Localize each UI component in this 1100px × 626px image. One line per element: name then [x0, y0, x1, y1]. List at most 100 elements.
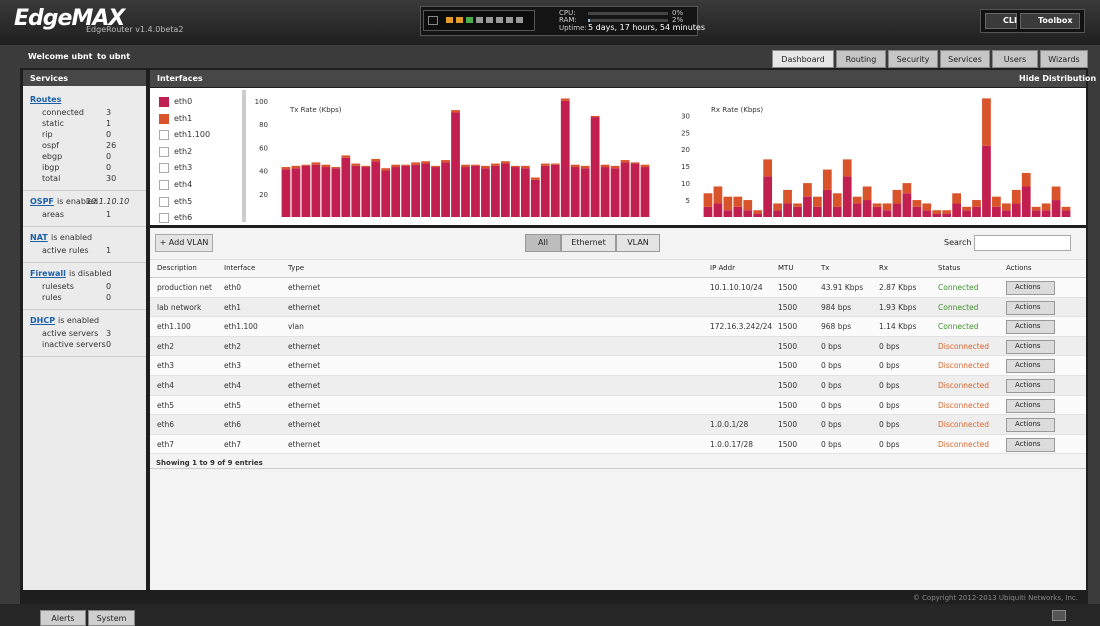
button[interactable]: Toolbox: [1020, 13, 1080, 29]
actions-button[interactable]: Actions: [1006, 398, 1055, 413]
cell: production net: [157, 283, 212, 292]
section-link[interactable]: Routes: [30, 95, 62, 104]
bar: [501, 161, 510, 164]
filter-button[interactable]: Ethernet: [561, 234, 616, 252]
bar: [912, 200, 922, 207]
bar: [311, 162, 321, 165]
bottom-toggle[interactable]: [1052, 610, 1066, 621]
nav-tab[interactable]: Dashboard: [772, 50, 834, 68]
actions-button[interactable]: Actions: [1006, 281, 1055, 295]
legend-swatch[interactable]: [159, 213, 169, 224]
cell: eth0: [224, 283, 242, 292]
bar: [892, 203, 902, 217]
bar: [471, 165, 480, 217]
bar: [530, 177, 540, 180]
bar: [982, 145, 991, 217]
actions-button[interactable]: Actions: [1006, 359, 1055, 374]
column-header[interactable]: IP Addr: [710, 264, 735, 272]
bar: [1021, 186, 1031, 217]
bar: [1031, 210, 1041, 217]
cell: ethernet: [288, 283, 321, 292]
add-vlan[interactable]: + Add VLAN: [155, 234, 213, 252]
separator: [23, 356, 146, 357]
nav-tab[interactable]: Wizards: [1040, 50, 1088, 68]
cell: 1500: [778, 283, 798, 292]
legend-swatch[interactable]: [159, 130, 169, 141]
bar: [922, 210, 932, 217]
actions-button[interactable]: Actions: [1006, 300, 1055, 315]
bar: [401, 165, 411, 217]
section-link[interactable]: DHCP: [30, 316, 56, 325]
filter-button[interactable]: All: [525, 234, 561, 252]
cell: Connected: [938, 283, 979, 292]
bar: [600, 164, 610, 168]
cell: 1500: [778, 439, 798, 449]
cell: lab network: [157, 302, 202, 312]
nav-tab[interactable]: Users: [992, 50, 1038, 68]
bar: [822, 169, 832, 190]
table-summary: Showing 1 to 9 of 9 entries: [156, 459, 263, 467]
search-input[interactable]: [974, 235, 1071, 251]
bar: [803, 196, 812, 217]
cell: eth5: [224, 400, 242, 410]
filter-button[interactable]: VLAN: [616, 234, 660, 252]
bar: [540, 165, 550, 217]
section-status: is disabled: [69, 269, 112, 278]
section-link[interactable]: Firewall: [30, 269, 66, 278]
y-tick-label: 5: [686, 197, 690, 205]
legend-swatch[interactable]: [159, 113, 169, 124]
bar: [862, 186, 872, 201]
actions-button[interactable]: Actions: [1006, 379, 1055, 393]
legend-swatch[interactable]: [159, 146, 169, 157]
bar: [550, 164, 560, 217]
section-link[interactable]: NAT: [30, 233, 48, 242]
cell: 0 bps: [879, 420, 900, 430]
column-header[interactable]: Status: [938, 264, 961, 272]
y-tick-label: 20: [681, 146, 690, 154]
stat-name: ibgp: [42, 163, 60, 172]
cell: 0 bps: [879, 361, 900, 371]
actions-button[interactable]: Actions: [1006, 320, 1055, 335]
interfaces-title[interactable]: Interfaces: [157, 74, 203, 83]
legend-swatch[interactable]: [159, 97, 169, 107]
bar: [832, 206, 842, 217]
bar: [590, 115, 600, 118]
section-link[interactable]: OSPF: [30, 197, 54, 206]
legend-swatch[interactable]: [159, 196, 169, 207]
nav-tab[interactable]: Services: [940, 50, 990, 68]
column-header[interactable]: Tx: [821, 264, 830, 272]
bar: [872, 206, 882, 217]
column-header[interactable]: Actions: [1006, 264, 1032, 272]
copyright: © Copyright 2012-2013 Ubiquiti Networks,…: [912, 594, 1078, 602]
bottom-tab[interactable]: Alerts: [40, 610, 86, 626]
nav-tab[interactable]: Routing: [836, 50, 886, 68]
legend-swatch[interactable]: [159, 180, 169, 190]
stat-caption: CPU:: [559, 9, 576, 17]
actions-button[interactable]: Actions: [1006, 437, 1055, 452]
legend-label: eth3: [174, 163, 193, 173]
port: [506, 17, 513, 23]
button[interactable]: CLI: [985, 13, 1017, 29]
welcome[interactable]: Welcome ubnt: [28, 52, 93, 61]
column-header[interactable]: MTU: [778, 264, 794, 272]
stat-value: 3: [106, 329, 112, 338]
stat-label: 2%: [672, 16, 684, 24]
column-header[interactable]: Interface: [224, 264, 256, 272]
column-header[interactable]: Description: [157, 264, 197, 272]
table-row: [150, 356, 1086, 376]
bar: [331, 167, 341, 169]
y-tick-label: 40: [259, 168, 268, 176]
cell: 1.0.0.1/28: [710, 420, 749, 430]
nav-tab[interactable]: Security: [888, 50, 938, 68]
actions-button[interactable]: Actions: [1006, 418, 1055, 433]
actions-button[interactable]: Actions: [1006, 339, 1055, 354]
column-header[interactable]: Type: [288, 264, 305, 272]
bar: [441, 160, 450, 163]
cell: ethernet: [288, 341, 321, 351]
cell: 43.91 Kbps: [821, 283, 864, 292]
column-header[interactable]: Rx: [879, 264, 889, 272]
hide-distribution[interactable]: Hide Distribution: [1019, 74, 1097, 83]
bar: [763, 159, 773, 177]
legend-swatch[interactable]: [159, 163, 169, 174]
bottom-tab[interactable]: System: [88, 610, 135, 626]
